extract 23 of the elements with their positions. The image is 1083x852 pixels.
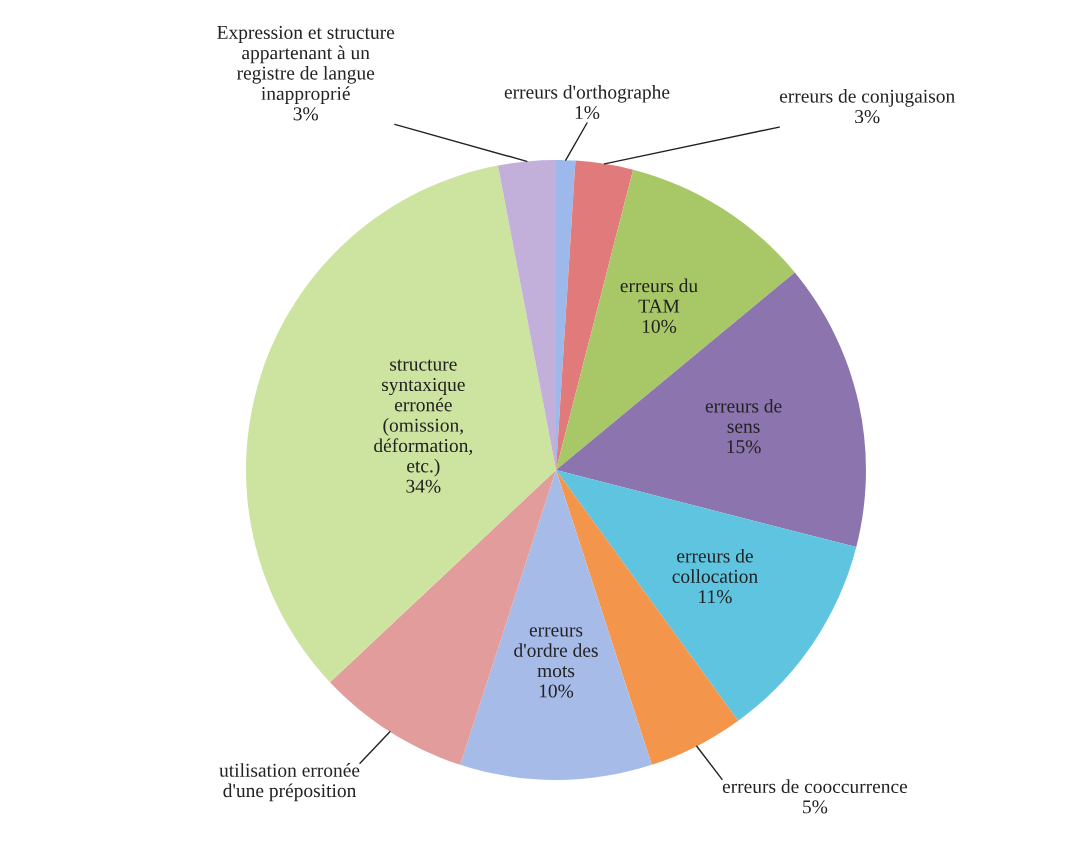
slice-label: erreurs de cooccurrence: [722, 779, 908, 794]
slice-label: structure syntaxique erronée (omission, déformation, etc.): [374, 359, 473, 477]
data-label: 10%: [539, 684, 574, 698]
data-label: 1%: [575, 105, 600, 120]
data-label: 11%: [699, 590, 732, 604]
pie-slice: [460, 470, 652, 780]
slice-label: erreurs du TAM: [620, 278, 698, 313]
slice-label: erreurs d'ordre des mots: [514, 627, 598, 678]
slice-label: erreurs de conjugaison: [779, 89, 955, 107]
pie-slice: [556, 272, 866, 548]
pie-slice: [497, 160, 556, 470]
slice-label: utilisation erronée d'une préposition: [219, 763, 360, 802]
data-label: 10%: [642, 319, 677, 333]
data-label: 3%: [855, 110, 880, 124]
data-label: 5%: [803, 800, 828, 814]
pie-slice: [556, 169, 795, 470]
slice-label: Expression et structure appartenant à un registre de langue inapproprié: [217, 25, 395, 105]
slice-label: erreurs de collocation: [672, 548, 758, 583]
slice-label: erreurs de sens: [705, 398, 782, 433]
data-label: 34%: [406, 479, 441, 493]
data-label: 15%: [727, 440, 761, 454]
slice-label: erreurs d'orthographe: [504, 84, 670, 103]
data-label: 3%: [293, 107, 318, 121]
